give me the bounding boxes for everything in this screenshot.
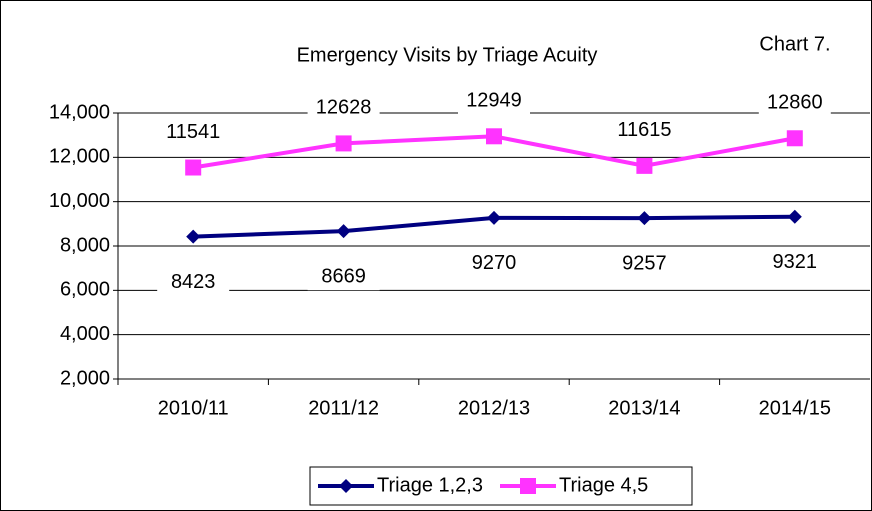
data-label: 12628: [316, 97, 372, 119]
chart-title: Emergency Visits by Triage Acuity: [297, 44, 598, 66]
legend-label: Triage 1,2,3: [377, 474, 483, 496]
data-label: 12860: [767, 92, 823, 114]
data-label: 9257: [622, 252, 667, 274]
data-point: [487, 210, 501, 225]
legend-label: Triage 4,5: [559, 474, 648, 496]
y-tick-label: 14,000: [49, 101, 110, 123]
data-point: [786, 130, 803, 147]
data-point: [637, 211, 652, 226]
y-tick-label: 12,000: [49, 146, 110, 168]
legend-marker: [520, 478, 536, 494]
y-tick-label: 10,000: [49, 190, 110, 212]
data-label: 9270: [472, 252, 517, 274]
data-label: 8669: [321, 265, 366, 287]
data-point: [335, 135, 352, 152]
y-tick-label: 4,000: [60, 323, 110, 345]
data-label: 12949: [466, 90, 522, 112]
annotation: Chart 7.: [759, 33, 830, 55]
data-label-bg: [608, 117, 681, 144]
data-label: 11615: [617, 119, 671, 141]
data-label: 9321: [773, 251, 818, 273]
y-tick-label: 2,000: [60, 367, 110, 389]
data-label-bg: [758, 90, 831, 117]
y-tick-label: 6,000: [60, 279, 110, 301]
y-tick-label: 8,000: [60, 234, 110, 256]
data-label-bg: [157, 269, 230, 296]
data-point: [636, 157, 653, 174]
data-label: 11541: [166, 121, 220, 143]
data-point: [787, 209, 802, 224]
data-label-bg: [307, 95, 380, 122]
data-point: [186, 229, 201, 244]
data-point: [336, 224, 351, 239]
data-label-bg: [307, 264, 380, 291]
x-tick-label: 2011/12: [308, 397, 379, 419]
x-tick-label: 2014/15: [759, 397, 831, 419]
data-label-bg: [758, 249, 831, 276]
data-label-bg: [458, 250, 530, 277]
data-point: [486, 128, 502, 145]
legend-marker: [339, 479, 353, 493]
data-label-bg: [608, 251, 681, 278]
data-point: [185, 159, 202, 176]
data-label-bg: [458, 88, 530, 115]
data-label-bg: [157, 119, 230, 146]
x-tick-label: 2010/11: [158, 397, 229, 419]
data-label: 8423: [171, 271, 216, 293]
x-tick-label: 2013/14: [608, 397, 680, 419]
x-tick-label: 2012/13: [458, 397, 530, 419]
